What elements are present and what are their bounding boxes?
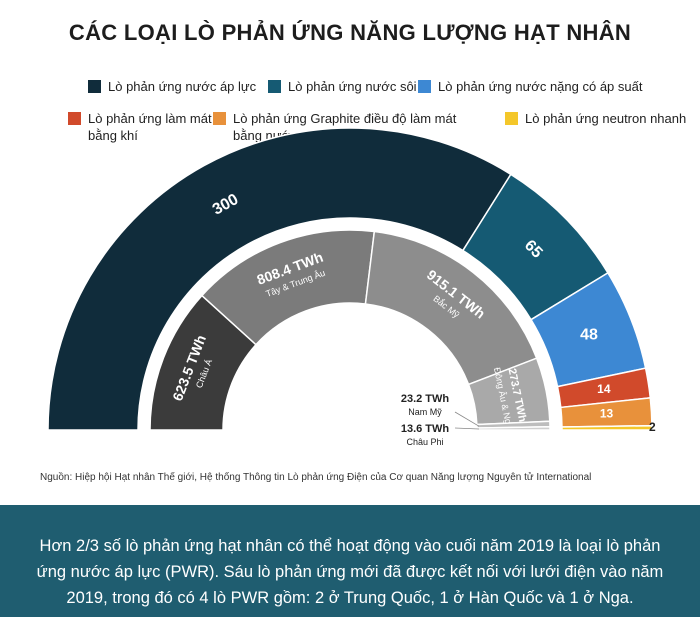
value-label: 14 <box>597 382 611 396</box>
title: CÁC LOẠI LÒ PHẢN ỨNG NĂNG LƯỢNG HẠT NHÂN <box>68 20 632 45</box>
legend-label: Lò phản ứng nước sôi <box>288 79 417 94</box>
leader-line <box>454 427 480 430</box>
legend-swatch <box>213 112 226 125</box>
value-label: 13 <box>600 407 614 421</box>
legend-swatch <box>505 112 518 125</box>
footer-band: Hơn 2/3 số lò phản ứng hạt nhân có thể h… <box>0 505 700 617</box>
legend-item: Lò phản ứng neutron nhanh <box>505 110 700 127</box>
chart: Số lượng lò phản ứng hạt nhân30065481413… <box>47 127 656 447</box>
legend-item: Lò phản ứng làm mát bằng khí <box>68 110 218 144</box>
legend-swatch <box>68 112 81 125</box>
legend-swatch <box>268 80 281 93</box>
donut-slice <box>476 426 551 431</box>
legend-swatch <box>418 80 431 93</box>
footer-text: Hơn 2/3 số lò phản ứng hạt nhân có thể h… <box>36 537 664 607</box>
value-label: 23.2 TWh <box>401 393 450 405</box>
category-label: Châu Phi <box>406 437 443 447</box>
donut-slice <box>47 127 512 431</box>
legend-item: Lò phản ứng nước nặng có áp suất <box>418 78 658 95</box>
legend-label: Lò phản ứng làm mát bằng khí <box>88 111 212 143</box>
legend-label: Lò phản ứng nước áp lực <box>108 79 257 94</box>
legend-item: Lò phản ứng nước áp lực <box>88 78 278 95</box>
value-label: 13.6 TWh <box>401 423 450 435</box>
legend-label: Lò phản ứng nước nặng có áp suất <box>438 79 643 94</box>
legend-item: Lò phản ứng nước sôi <box>268 78 418 95</box>
value-label: 48 <box>580 327 598 344</box>
legend-swatch <box>88 80 101 93</box>
source: Nguồn: Hiệp hội Hạt nhân Thế giới, Hệ th… <box>40 472 592 483</box>
legend-label: Lò phản ứng neutron nhanh <box>525 111 687 126</box>
value-label: 2 <box>649 420 656 434</box>
donut-slice <box>561 424 653 431</box>
category-label: Nam Mỹ <box>408 407 442 417</box>
leader-line <box>454 411 480 427</box>
